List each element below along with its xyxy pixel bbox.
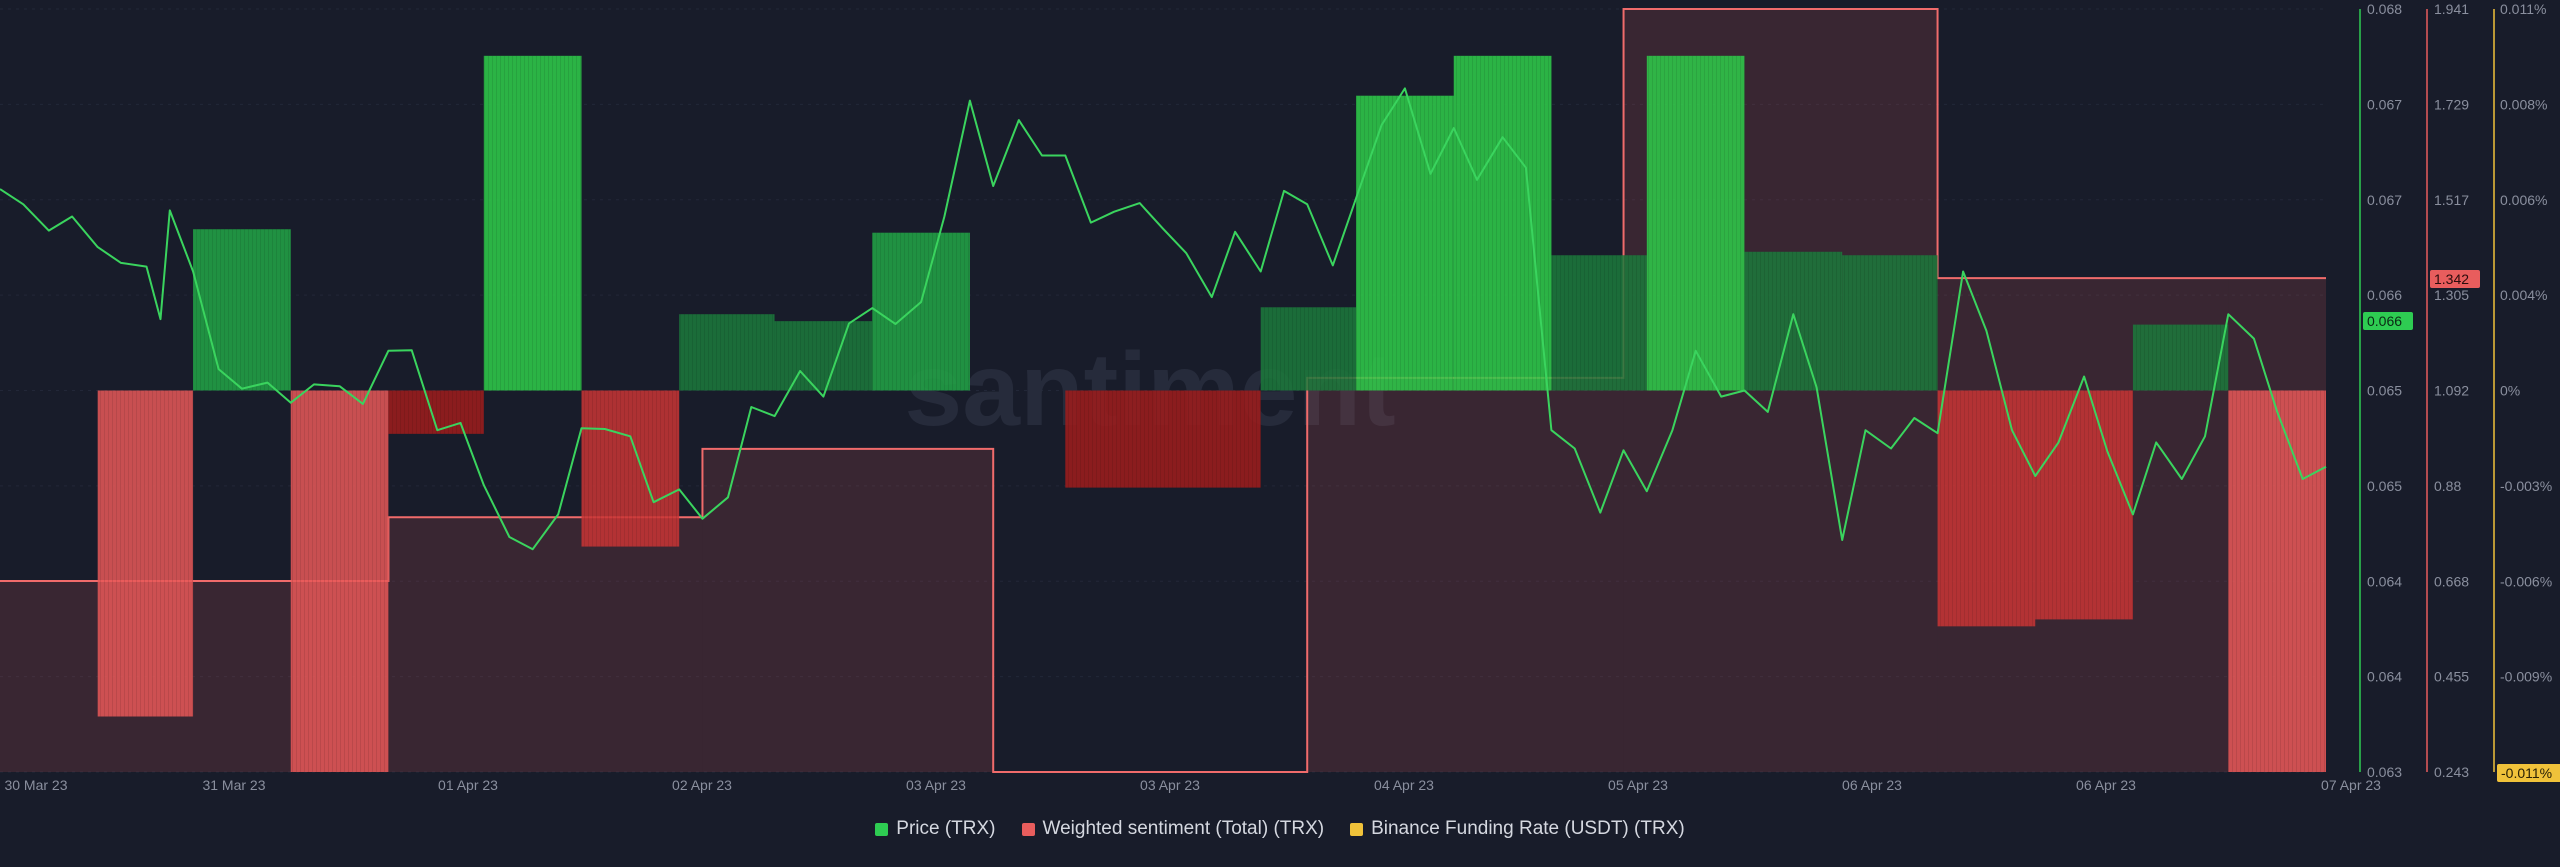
- funding-bar-texture: [1163, 390, 1261, 488]
- legend-label-funding: Binance Funding Rate (USDT) (TRX): [1371, 818, 1685, 839]
- sentiment-line: [0, 8, 2326, 773]
- legend-swatch-funding: [1350, 822, 1364, 836]
- price-axis-tick: 0.064: [2367, 573, 2402, 589]
- funding-bar-texture: [1842, 255, 1938, 391]
- sentiment-axis-tick: 0.243: [2434, 764, 2469, 780]
- legend: Price (TRX) Weighted sentiment (Total) (…: [0, 818, 2560, 840]
- funding-axis-tick: 0.011%: [2500, 1, 2546, 17]
- funding-bar-texture: [290, 390, 389, 772]
- price-axis-tick: 0.067: [2367, 192, 2402, 208]
- sentiment-current-badge-bg: [2430, 270, 2480, 288]
- sentiment-axis-tick: 0.455: [2434, 669, 2469, 685]
- sentiment-current-badge-text: 1.342: [2434, 271, 2469, 287]
- funding-axis-tick: 0%: [2500, 383, 2520, 399]
- sentiment-step-fill: [388, 517, 703, 772]
- funding-bar-texture: [872, 232, 970, 391]
- funding-axis-tick: -0.009%: [2500, 669, 2552, 685]
- x-axis-tick: 30 Mar 23: [4, 777, 67, 793]
- sentiment-step-fill: [702, 448, 994, 772]
- price-axis-tick: 0.067: [2367, 96, 2402, 112]
- sentiment-current-badge: 1.342: [2430, 270, 2480, 288]
- funding-bar-texture: [1065, 390, 1163, 488]
- price-axis-tick: 0.064: [2367, 669, 2402, 685]
- x-axis-tick: 03 Apr 23: [1140, 777, 1200, 793]
- price-axis-tick: 0.065: [2367, 383, 2402, 399]
- price-current-badge: 0.066: [2363, 312, 2413, 330]
- x-axis-tick: 03 Apr 23: [906, 777, 966, 793]
- sentiment-axis-tick: 0.668: [2434, 573, 2469, 589]
- price-axis-tick: 0.063: [2367, 764, 2402, 780]
- funding-bar-texture: [1356, 95, 1454, 391]
- x-axis-tick: 02 Apr 23: [672, 777, 732, 793]
- funding-current-badge-text: -0.011%: [2501, 765, 2552, 781]
- funding-bar-texture: [193, 229, 291, 391]
- sentiment-axis-tick: 1.941: [2434, 1, 2469, 17]
- funding-bar-texture: [1744, 251, 1843, 391]
- legend-item-sentiment[interactable]: Weighted sentiment (Total) (TRX): [1021, 818, 1325, 840]
- funding-bar-texture: [2228, 390, 2326, 772]
- x-axis-tick: 05 Apr 23: [1608, 777, 1668, 793]
- x-axis-tick: 06 Apr 23: [1842, 777, 1902, 793]
- legend-swatch-sentiment: [1021, 822, 1035, 836]
- sentiment-axis-tick: 1.729: [2434, 96, 2469, 112]
- funding-bar-texture: [774, 321, 873, 391]
- funding-bar-texture: [1260, 307, 1357, 391]
- funding-bar-texture: [1937, 390, 2036, 627]
- sentiment-axis-tick: 0.88: [2434, 478, 2461, 494]
- funding-bar-texture: [1646, 55, 1745, 391]
- funding-bar-texture: [1453, 55, 1552, 391]
- legend-label-sentiment: Weighted sentiment (Total) (TRX): [1042, 818, 1325, 839]
- funding-bar-texture: [679, 314, 775, 391]
- funding-bar-texture: [1551, 255, 1647, 391]
- legend-label-price: Price (TRX): [896, 818, 996, 839]
- funding-axis-tick: -0.003%: [2500, 478, 2552, 494]
- price-line: [0, 87, 2327, 551]
- funding-axis-tick: 0.006%: [2500, 192, 2547, 208]
- funding-bar-texture: [2132, 324, 2229, 391]
- sentiment-step-fill: [1307, 377, 1624, 772]
- price-axis-tick: 0.065: [2367, 478, 2402, 494]
- legend-item-funding[interactable]: Binance Funding Rate (USDT) (TRX): [1350, 818, 1685, 840]
- funding-bars: [97, 55, 2326, 772]
- sentiment-axis-tick: 1.305: [2434, 287, 2469, 303]
- funding-axis-tick: -0.006%: [2500, 573, 2552, 589]
- funding-bar-texture: [483, 55, 582, 391]
- axes: 0.068 0.067 0.067 0.066 0.065 0.065 0.064 0.064…: [2359, 1, 2560, 782]
- funding-axis-tick: 0.008%: [2500, 96, 2547, 112]
- x-axis-ticks: 30 Mar 23 31 Mar 23 01 Apr 23 02 Apr 23 03 A…: [4, 777, 2381, 793]
- funding-axis-tick: 0.004%: [2500, 287, 2547, 303]
- price-current-badge-bg: [2363, 312, 2413, 330]
- funding-current-badge-bg: [2497, 764, 2560, 782]
- funding-bar-texture: [2035, 390, 2133, 620]
- price-current-badge-text: 0.066: [2367, 313, 2402, 329]
- x-axis-tick: 01 Apr 23: [438, 777, 498, 793]
- x-axis-tick: 31 Mar 23: [202, 777, 265, 793]
- funding-bar-texture: [581, 390, 680, 547]
- legend-swatch-price: [875, 822, 889, 836]
- price-series-line: [0, 87, 2327, 551]
- funding-bar-texture: [97, 390, 194, 717]
- price-axis-tick: 0.066: [2367, 287, 2402, 303]
- sentiment-axis-tick: 1.517: [2434, 192, 2469, 208]
- legend-item-price[interactable]: Price (TRX): [875, 818, 996, 840]
- funding-current-badge: -0.011%: [2497, 764, 2560, 782]
- price-axis-tick: 0.068: [2367, 1, 2402, 17]
- x-axis-tick: 04 Apr 23: [1374, 777, 1434, 793]
- x-axis-tick: 07 Apr 23: [2321, 777, 2381, 793]
- x-axis-tick: 06 Apr 23: [2076, 777, 2136, 793]
- sentiment-axis-tick: 1.092: [2434, 383, 2469, 399]
